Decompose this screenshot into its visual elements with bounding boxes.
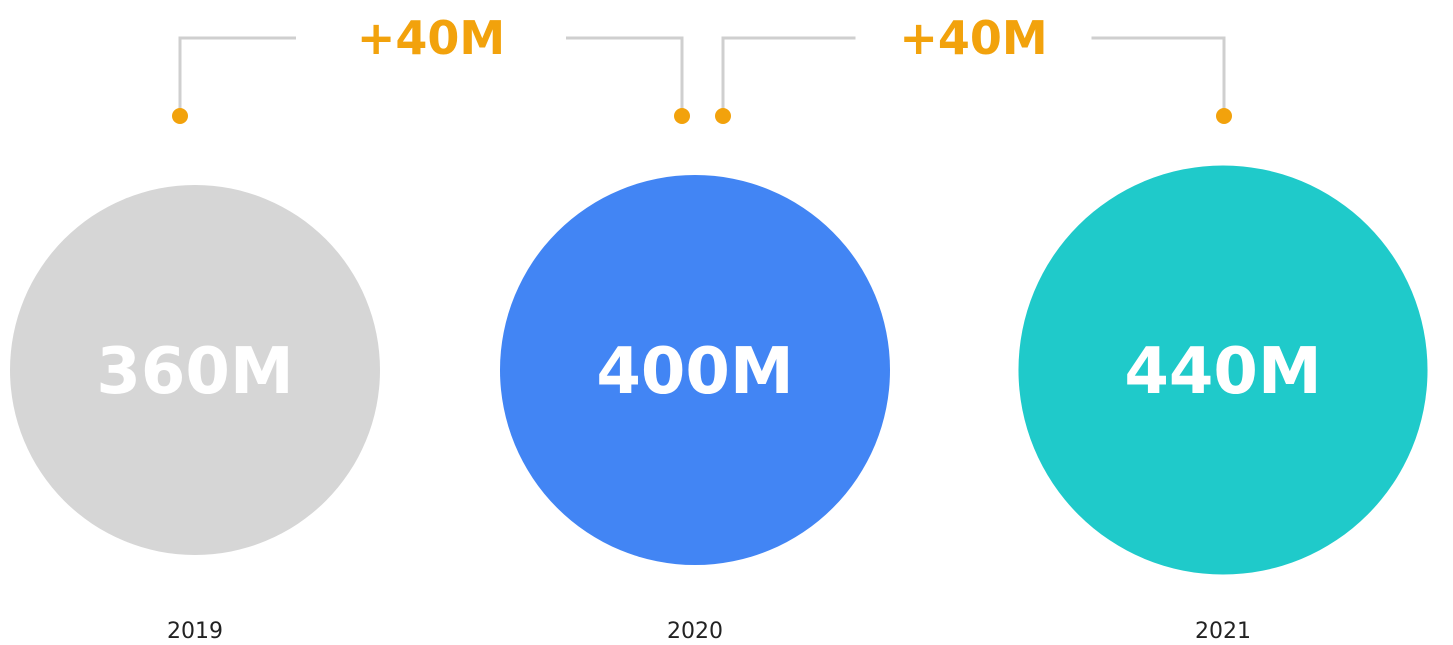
year-label-2019: 2019	[167, 619, 223, 644]
bubble-value-2020: 400M	[596, 335, 793, 409]
bubble-value-2019: 360M	[96, 335, 293, 409]
connector-right-2019-2020	[566, 36, 684, 116]
year-label-2021: 2021	[1195, 619, 1251, 644]
change-label-2020-2021: +40M	[899, 11, 1047, 65]
connector-dot-2019	[172, 108, 188, 124]
bubble-group: 360M 400M 440M	[10, 165, 1428, 575]
bubble-2020	[499, 174, 891, 566]
connector-right-2020-2021	[1091, 36, 1226, 116]
bubble-2021	[1018, 165, 1428, 575]
change-label-2019-2020: +40M	[357, 11, 505, 65]
connector-dot-2020	[674, 108, 690, 124]
bubble-2019	[10, 185, 380, 555]
connector-left-2020-2021	[721, 36, 856, 116]
bubble-value-2021: 440M	[1124, 335, 1321, 409]
connector-left-2019-2020	[178, 36, 296, 116]
connector-dot-2020	[715, 108, 731, 124]
connector-dot-2021	[1216, 108, 1232, 124]
year-labels: 2019 2020 2021	[167, 619, 1251, 644]
change-connectors: +40M +40M	[172, 11, 1232, 124]
year-label-2020: 2020	[667, 619, 723, 644]
